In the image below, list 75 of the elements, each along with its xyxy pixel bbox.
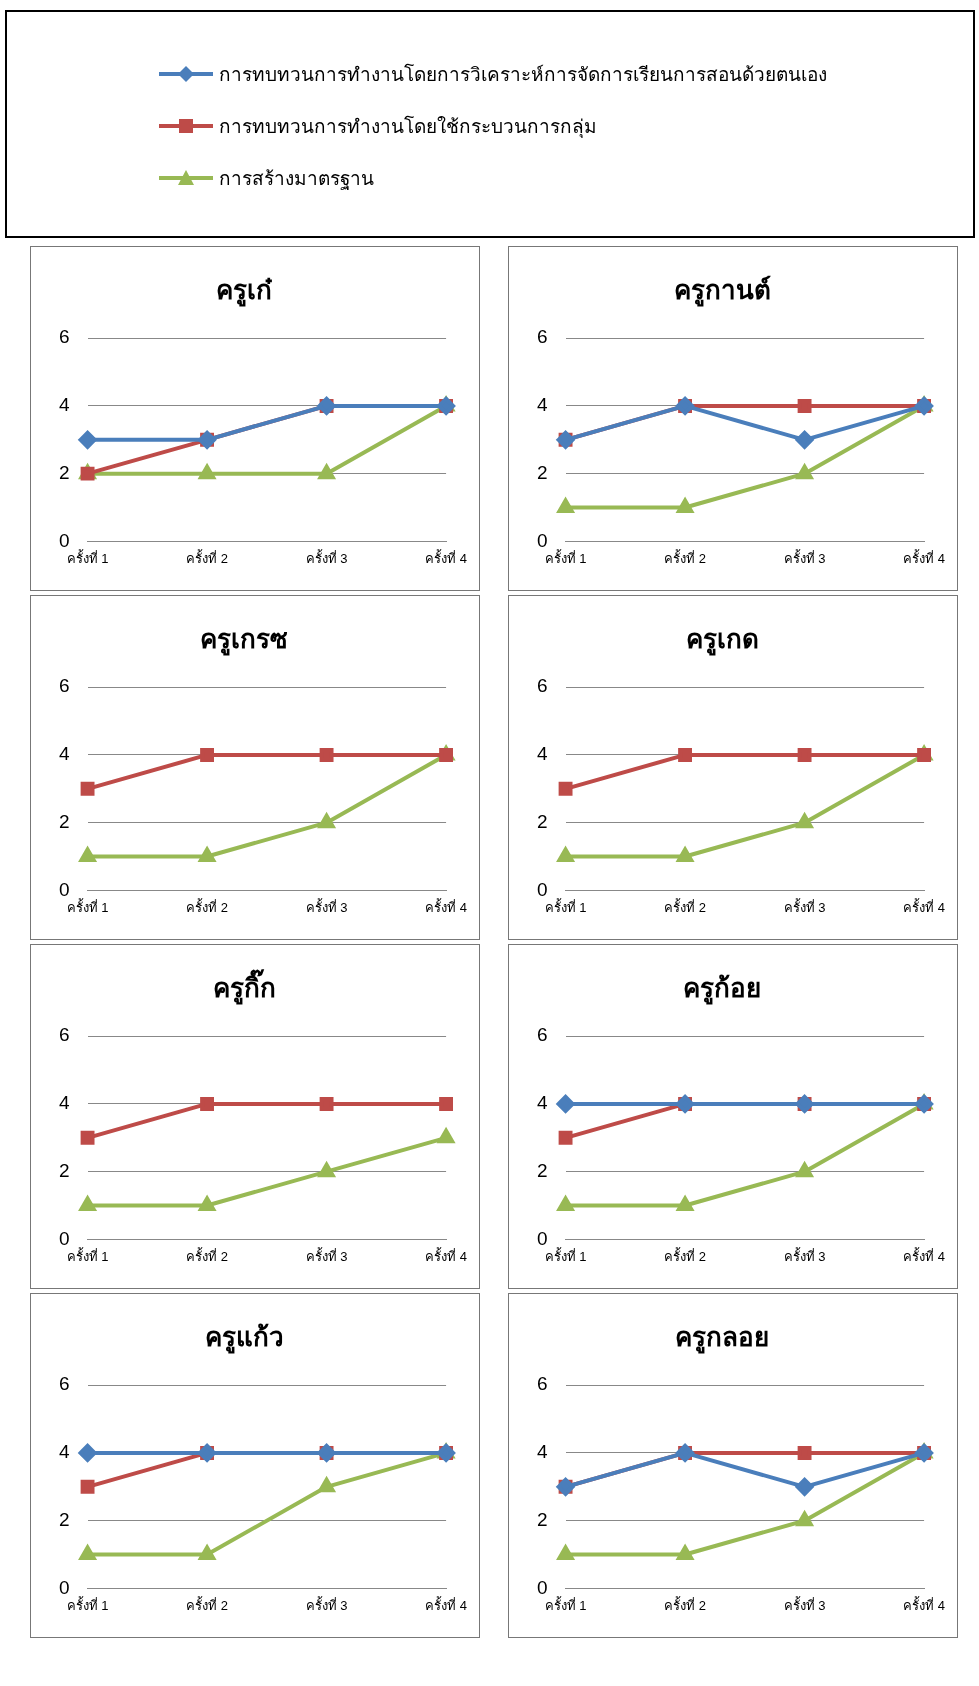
y-tick-label: 0 [536, 1227, 548, 1249]
x-tick-label: ครั้งที่ 1 [544, 548, 587, 566]
x-tick-label: ครั้งที่ 4 [903, 548, 945, 566]
x-tick-label: ครั้งที่ 2 [186, 897, 228, 915]
y-tick-label: 4 [58, 394, 70, 416]
x-tick-label: ครั้งที่ 2 [664, 897, 706, 915]
x-tick-label: ครั้งที่ 4 [903, 1595, 945, 1613]
y-tick-label: 2 [58, 1508, 70, 1530]
chart-title: ครูกิ๊ก [212, 969, 276, 1006]
y-tick-label: 0 [58, 878, 70, 900]
x-tick-label: ครั้งที่ 2 [664, 1595, 706, 1613]
y-tick-label: 2 [536, 461, 548, 483]
x-tick-label: ครั้งที่ 2 [664, 548, 706, 566]
y-tick-label: 4 [58, 743, 70, 765]
x-tick-label: ครั้งที่ 1 [66, 548, 109, 566]
x-tick-label: ครั้งที่ 1 [544, 1595, 587, 1613]
y-tick-label: 6 [58, 1373, 70, 1395]
x-tick-label: ครั้งที่ 4 [903, 1246, 945, 1264]
y-tick-label: 4 [536, 394, 548, 416]
legend-label: การสร้างมาตรฐาน [219, 166, 374, 192]
x-tick-label: ครั้งที่ 3 [305, 548, 348, 566]
x-tick-label: ครั้งที่ 4 [425, 1595, 467, 1613]
y-tick-label: 6 [536, 1373, 548, 1395]
x-tick-label: ครั้งที่ 1 [66, 1246, 109, 1264]
y-tick-label: 2 [536, 1508, 548, 1530]
y-tick-label: 6 [536, 326, 548, 348]
y-tick-label: 4 [58, 1092, 70, 1114]
x-tick-label: ครั้งที่ 1 [544, 897, 587, 915]
x-tick-label: ครั้งที่ 4 [425, 897, 467, 915]
y-tick-label: 6 [58, 326, 70, 348]
x-tick-label: ครั้งที่ 1 [544, 1246, 587, 1264]
chart-title: ครูก้อย [683, 973, 761, 1006]
legend-label: การทบทวนการทำงานโดยใช้กระบวนการกลุ่ม [219, 114, 597, 140]
x-tick-label: ครั้งที่ 1 [66, 1595, 109, 1613]
y-tick-label: 6 [58, 675, 70, 697]
chart-title: ครูเก๋ [216, 275, 272, 308]
x-tick-label: ครั้งที่ 3 [305, 1246, 348, 1264]
y-tick-label: 6 [536, 1024, 548, 1046]
x-tick-label: ครั้งที่ 3 [305, 897, 348, 915]
y-tick-label: 6 [58, 1024, 70, 1046]
x-tick-label: ครั้งที่ 3 [783, 1246, 826, 1264]
chart-title: ครูเกด [685, 624, 759, 657]
x-tick-label: ครั้งที่ 4 [425, 548, 467, 566]
y-tick-label: 6 [536, 675, 548, 697]
y-tick-label: 0 [536, 878, 548, 900]
x-tick-label: ครั้งที่ 4 [425, 1246, 467, 1264]
x-tick-label: ครั้งที่ 2 [186, 548, 228, 566]
y-tick-label: 4 [536, 1441, 548, 1463]
y-tick-label: 4 [58, 1441, 70, 1463]
y-tick-label: 0 [58, 1576, 70, 1598]
y-tick-label: 2 [536, 810, 548, 832]
chart-title: ครูเกรซ [200, 624, 288, 657]
chart-title: ครูกานต์ [673, 275, 771, 308]
y-tick-label: 0 [536, 1576, 548, 1598]
x-tick-label: ครั้งที่ 4 [903, 897, 945, 915]
x-tick-label: ครั้งที่ 3 [783, 897, 826, 915]
x-tick-label: ครั้งที่ 3 [783, 548, 826, 566]
y-tick-label: 2 [536, 1159, 548, 1181]
chart-title: ครูแก้ว [204, 1322, 284, 1355]
y-tick-label: 2 [58, 461, 70, 483]
x-tick-label: ครั้งที่ 1 [66, 897, 109, 915]
y-tick-label: 4 [536, 1092, 548, 1114]
x-tick-label: ครั้งที่ 2 [664, 1246, 706, 1264]
legend-label: การทบทวนการทำงานโดยการวิเคราะห์การจัดการเรียนการสอนด้วยตนเอง [219, 62, 827, 87]
y-tick-label: 2 [58, 1159, 70, 1181]
x-tick-label: ครั้งที่ 3 [305, 1595, 348, 1613]
y-tick-label: 0 [536, 529, 548, 551]
x-tick-label: ครั้งที่ 2 [186, 1246, 228, 1264]
y-tick-label: 0 [58, 529, 70, 551]
y-tick-label: 2 [58, 810, 70, 832]
y-tick-label: 4 [536, 743, 548, 765]
x-tick-label: ครั้งที่ 2 [186, 1595, 228, 1613]
chart-title: ครูกลอย [675, 1322, 769, 1355]
y-tick-label: 0 [58, 1227, 70, 1249]
x-tick-label: ครั้งที่ 3 [783, 1595, 826, 1613]
